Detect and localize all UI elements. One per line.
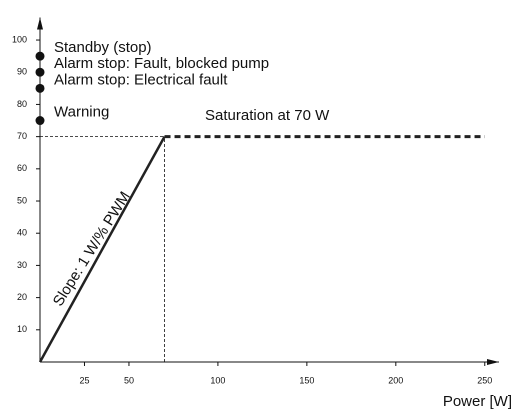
annotation: Slope: 1 W/% PWM (50, 189, 134, 310)
x-tick-label: 250 (477, 375, 492, 385)
status-label: Alarm stop: Electrical fault (54, 71, 228, 88)
x-tick-label: 50 (124, 375, 134, 385)
annotation: Saturation at 70 W (205, 107, 330, 124)
y-tick-label: 80 (17, 99, 27, 109)
y-axis-arrow (37, 17, 43, 30)
status-point (35, 67, 45, 77)
line-series (38, 136, 166, 363)
status-label: Alarm stop: Fault, blocked pump (54, 55, 269, 72)
x-axis-label: Power [W] (443, 393, 512, 410)
y-tick-label: 50 (17, 195, 27, 205)
x-tick-label: 25 (79, 375, 89, 385)
y-tick-label: 30 (17, 260, 27, 270)
status-point (35, 51, 45, 61)
status-point (35, 83, 45, 93)
x-tick-label: 150 (299, 375, 314, 385)
x-tick-label: 100 (210, 375, 225, 385)
status-label: Standby (stop) (54, 39, 152, 56)
x-tick-label: 200 (388, 375, 403, 385)
y-tick-label: 60 (17, 163, 27, 173)
status-point (35, 116, 45, 126)
x-axis-arrow (487, 359, 499, 365)
y-tick-label: 20 (17, 292, 27, 302)
y-tick-label: 10 (17, 324, 27, 334)
y-tick-label: 90 (17, 67, 27, 77)
status-label: Warning (54, 103, 109, 120)
y-tick-label: 100 (12, 34, 27, 44)
y-tick-label: 40 (17, 228, 27, 238)
y-tick-label: 70 (17, 131, 27, 141)
